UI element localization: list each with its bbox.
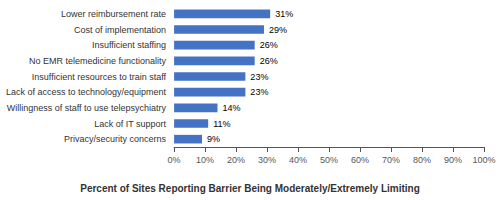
- svg-text:29%: 29%: [269, 25, 287, 35]
- svg-text:Percent of Sites Reporting Bar: Percent of Sites Reporting Barrier Being…: [80, 183, 420, 194]
- svg-text:11%: 11%: [213, 119, 230, 129]
- svg-text:100%: 100%: [472, 155, 495, 165]
- svg-text:70%: 70%: [382, 155, 400, 165]
- svg-text:23%: 23%: [250, 87, 268, 97]
- svg-text:60%: 60%: [351, 155, 369, 165]
- svg-text:20%: 20%: [227, 155, 245, 165]
- svg-text:Lack of IT support: Lack of IT support: [94, 119, 166, 129]
- svg-text:0%: 0%: [168, 155, 181, 165]
- svg-text:Cost of implementation: Cost of implementation: [74, 25, 166, 35]
- svg-text:26%: 26%: [260, 56, 278, 66]
- svg-text:10%: 10%: [196, 155, 214, 165]
- svg-text:Insufficient staffing: Insufficient staffing: [92, 40, 166, 50]
- svg-text:No EMR telemedicine functional: No EMR telemedicine functionality: [29, 56, 167, 66]
- svg-text:Privacy/security concerns: Privacy/security concerns: [64, 134, 167, 144]
- svg-text:Willingness of staff to use te: Willingness of staff to use telepsychiat…: [7, 103, 167, 113]
- svg-text:Lack of access to technology/e: Lack of access to technology/equipment: [6, 87, 167, 97]
- svg-text:50%: 50%: [320, 155, 338, 165]
- svg-text:90%: 90%: [444, 155, 462, 165]
- svg-text:23%: 23%: [250, 72, 268, 82]
- svg-text:31%: 31%: [275, 9, 293, 19]
- svg-text:9%: 9%: [207, 134, 220, 144]
- svg-text:Insufficient resources to trai: Insufficient resources to train staff: [32, 72, 167, 82]
- svg-text:Lower reimbursement rate: Lower reimbursement rate: [61, 9, 166, 19]
- svg-text:40%: 40%: [289, 155, 307, 165]
- svg-text:80%: 80%: [413, 155, 431, 165]
- svg-text:30%: 30%: [258, 155, 276, 165]
- svg-text:26%: 26%: [260, 40, 278, 50]
- svg-text:14%: 14%: [222, 103, 240, 113]
